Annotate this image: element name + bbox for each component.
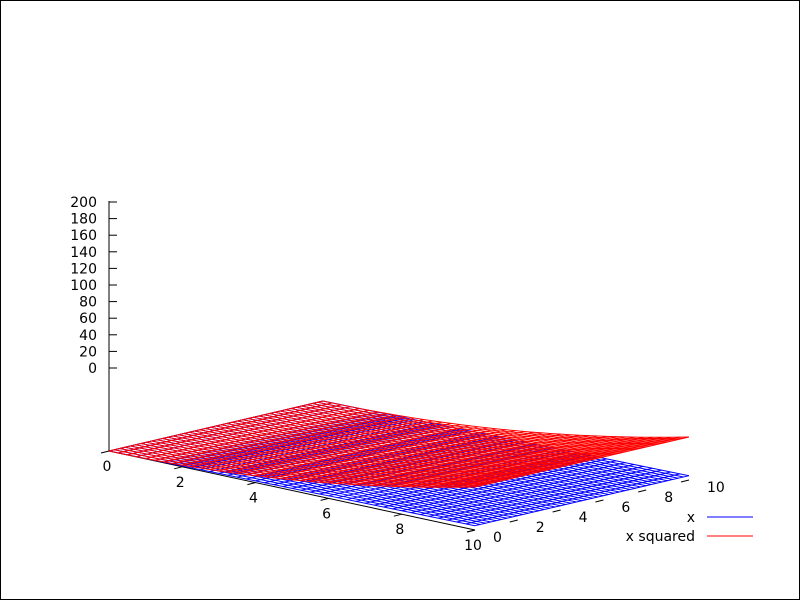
surface-line [392,458,607,510]
surface-line [328,432,543,484]
z-tick-label: 40 [79,328,97,344]
surface-line [355,434,571,486]
surface-line [474,436,690,488]
x-tick-label: 2 [176,475,185,491]
y-tick-mark [595,499,604,503]
surface-line [410,436,626,488]
surface-line [118,402,333,454]
surface-line [264,426,479,478]
surface-line [236,422,452,474]
surface-line [127,404,342,456]
surface-line [410,462,626,514]
z-tick-label: 160 [70,228,97,244]
surface-line [365,434,580,486]
surface-line [246,424,461,476]
surface-line [465,436,680,488]
surface-line [429,465,644,517]
surface-line [383,435,598,487]
z-tick-label: 100 [70,278,97,294]
surface-line [346,433,562,485]
surface-line [447,469,662,521]
surface-line [218,420,433,472]
surface-line [136,406,351,458]
surface-line [145,407,360,459]
z-tick-label: 120 [70,261,97,277]
surfaces [108,400,690,527]
x-tick-mark [100,450,110,454]
surface-line [209,418,424,470]
surface-line [429,436,644,488]
x-tick-mark [393,513,402,517]
surface-line [337,433,552,485]
surface-line [419,464,635,515]
z-tick-label: 140 [70,245,97,261]
z-tick-label: 60 [79,311,97,327]
surface-line [374,435,589,487]
y-tick-label: 6 [621,500,630,516]
surface-line [282,428,497,480]
x-tick-label: 0 [103,459,112,475]
surface-line [438,436,653,488]
z-tick-label: 20 [79,344,97,360]
surface-line [474,475,690,527]
surface-line [465,473,680,525]
series-x-squared-surface [108,400,690,488]
y-tick-mark [680,479,690,483]
y-tick-mark [509,519,518,523]
x-tick-mark [320,497,329,501]
surface-line [172,413,388,464]
surface-line [401,460,616,512]
surface-line [227,421,443,473]
x-tick-label: 4 [249,491,258,507]
y-tick-label: 8 [664,490,673,506]
x-tick-label: 8 [395,522,404,538]
z-tick-label: 180 [70,212,97,228]
y-tick-label: 0 [493,530,502,546]
surface-line [456,436,671,488]
legend: x x squared [626,510,753,545]
legend-label: x [687,510,695,526]
surface-line [154,409,369,461]
x-axis-line [108,450,476,531]
surface-line [108,400,324,452]
x-tick-label: 6 [322,506,331,522]
surface-line [319,431,534,483]
x-tick-mark [174,466,183,470]
surface-line [301,430,516,482]
surface-line [438,467,653,519]
surface-line [182,414,397,466]
z-tick-label: 200 [70,195,97,211]
surface-line [447,436,662,488]
y-tick-label: 4 [579,510,588,526]
surface-line [419,436,635,488]
y-tick-mark [552,509,561,513]
x-tick-mark [247,482,256,486]
surface-line [255,425,470,477]
y-tick-label: 2 [536,520,545,536]
surface-line [163,411,379,463]
y-tick-label: 10 [707,480,725,496]
surface-line [392,435,607,487]
legend-label: x squared [626,529,695,545]
surface-line [191,416,406,468]
z-tick-label: 80 [79,295,97,311]
z-tick-label: 0 [88,361,97,377]
surface-line [310,430,525,482]
y-tick-mark [466,529,476,533]
x-tick-label: 10 [464,538,482,554]
surface-line [401,436,616,488]
surface-line [456,471,671,523]
surface-line [273,427,488,479]
surface-line [200,417,415,469]
surface-line [291,429,507,481]
y-tick-mark [638,489,647,493]
